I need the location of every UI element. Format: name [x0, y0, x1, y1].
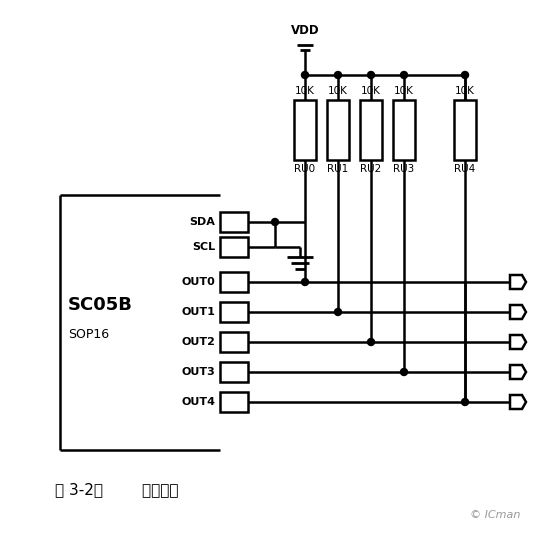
Circle shape: [301, 72, 309, 78]
Text: OUT2: OUT2: [181, 337, 215, 347]
Text: OUT1: OUT1: [181, 307, 215, 317]
Text: OUT4: OUT4: [181, 397, 215, 407]
Text: RU0: RU0: [295, 164, 316, 174]
Text: SDA: SDA: [189, 217, 215, 227]
Text: © ICman: © ICman: [470, 510, 520, 520]
Text: SOP16: SOP16: [68, 328, 109, 341]
Circle shape: [461, 398, 469, 405]
Text: 10K: 10K: [394, 86, 414, 96]
Bar: [327, 100, 349, 160]
Circle shape: [271, 218, 279, 225]
Text: OUT0: OUT0: [181, 277, 215, 287]
Text: SC05B: SC05B: [68, 295, 133, 313]
Bar: [220, 272, 248, 292]
Text: RU2: RU2: [360, 164, 381, 174]
Circle shape: [335, 72, 341, 78]
Bar: [393, 100, 415, 160]
Bar: [454, 100, 476, 160]
Circle shape: [461, 72, 469, 78]
Text: 10K: 10K: [295, 86, 315, 96]
Polygon shape: [510, 275, 526, 289]
Text: 图 3-2：        并行输出: 图 3-2： 并行输出: [55, 483, 178, 498]
Circle shape: [368, 72, 375, 78]
Text: 10K: 10K: [455, 86, 475, 96]
Bar: [220, 212, 248, 232]
Text: RU3: RU3: [394, 164, 415, 174]
Polygon shape: [510, 365, 526, 379]
Text: 10K: 10K: [361, 86, 381, 96]
Bar: [220, 332, 248, 352]
Circle shape: [400, 368, 408, 375]
Bar: [220, 302, 248, 322]
Text: VDD: VDD: [291, 24, 319, 37]
Text: RU1: RU1: [327, 164, 349, 174]
Circle shape: [301, 279, 309, 286]
Polygon shape: [510, 335, 526, 349]
Circle shape: [368, 339, 375, 345]
Polygon shape: [510, 305, 526, 319]
Bar: [360, 100, 382, 160]
Bar: [220, 392, 248, 412]
Circle shape: [335, 309, 341, 316]
Bar: [220, 237, 248, 257]
Text: SCL: SCL: [192, 242, 215, 252]
Circle shape: [400, 72, 408, 78]
Text: RU4: RU4: [454, 164, 475, 174]
Polygon shape: [510, 395, 526, 409]
Text: 10K: 10K: [328, 86, 348, 96]
Bar: [220, 362, 248, 382]
Bar: [294, 100, 316, 160]
Text: OUT3: OUT3: [181, 367, 215, 377]
